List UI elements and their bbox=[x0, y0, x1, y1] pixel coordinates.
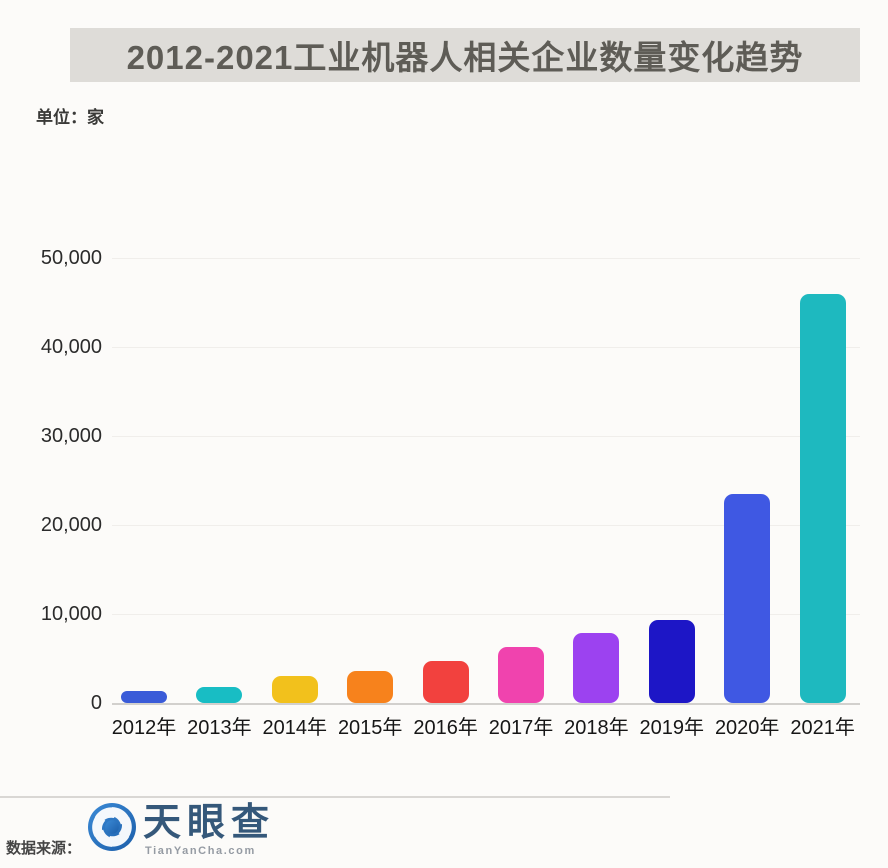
chart-title: 2012-2021工业机器人相关企业数量变化趋势 bbox=[126, 39, 804, 76]
data-source-label: 数据来源： bbox=[6, 840, 82, 857]
x-tick-label: 2020年 bbox=[714, 717, 780, 739]
y-tick-label: 10,000 bbox=[40, 603, 102, 625]
y-tick-label: 50,000 bbox=[40, 247, 102, 269]
bar-2018年 bbox=[573, 632, 620, 703]
bar-2021年 bbox=[799, 293, 846, 703]
chart-title-banner: 2012-2021工业机器人相关企业数量变化趋势 bbox=[70, 28, 860, 82]
y-tick-label: 20,000 bbox=[40, 514, 102, 536]
plot-area: 2012年 2013年 2014年 2015年 2016年 2017年 2018年 2019年… bbox=[112, 258, 860, 739]
x-tick-label: 2016年 bbox=[413, 717, 478, 739]
bar-2017年 bbox=[498, 646, 544, 703]
y-tick-label: 30,000 bbox=[40, 425, 102, 447]
x-tick-label: 2021年 bbox=[790, 717, 855, 739]
unit-label: 单位：家 bbox=[36, 108, 104, 127]
bar-2016年 bbox=[422, 661, 469, 703]
gridline bbox=[112, 258, 860, 259]
gridline bbox=[112, 525, 860, 526]
tianyancha-logo-text: 天眼查 bbox=[143, 802, 276, 844]
bar-2013年 bbox=[196, 686, 243, 703]
bar-2012年 bbox=[121, 691, 167, 703]
footer-divider bbox=[0, 796, 670, 798]
bar-2014年 bbox=[271, 676, 318, 703]
bar-2020年 bbox=[724, 493, 771, 703]
x-tick-label: 2017年 bbox=[488, 717, 554, 739]
bar-chart: 50,000 40,000 30,000 20,000 10,000 0 2012年 201… bbox=[0, 247, 888, 758]
x-tick-label: 2012年 bbox=[111, 717, 177, 739]
bar-2019年 bbox=[648, 620, 695, 703]
gridline bbox=[112, 347, 860, 348]
y-tick-label: 0 bbox=[90, 692, 102, 714]
x-tick-label: 2013年 bbox=[187, 717, 252, 739]
tianyancha-logo-texts: 天眼查 TianYanCha.com bbox=[143, 803, 275, 857]
tianyancha-aperture-icon bbox=[88, 803, 136, 851]
gridline bbox=[112, 614, 860, 615]
x-tick-label: 2014年 bbox=[262, 717, 328, 739]
tianyancha-logo-url: TianYanCha.com bbox=[145, 845, 256, 857]
x-tick-label: 2015年 bbox=[337, 717, 403, 739]
gridline bbox=[112, 436, 860, 437]
y-tick-label: 40,000 bbox=[40, 336, 102, 358]
x-tick-label: 2018年 bbox=[564, 717, 629, 739]
bar-2015年 bbox=[347, 670, 394, 703]
tianyancha-logo: 天眼查 TianYanCha.com bbox=[88, 803, 275, 857]
x-tick-label: 2019年 bbox=[639, 717, 705, 739]
